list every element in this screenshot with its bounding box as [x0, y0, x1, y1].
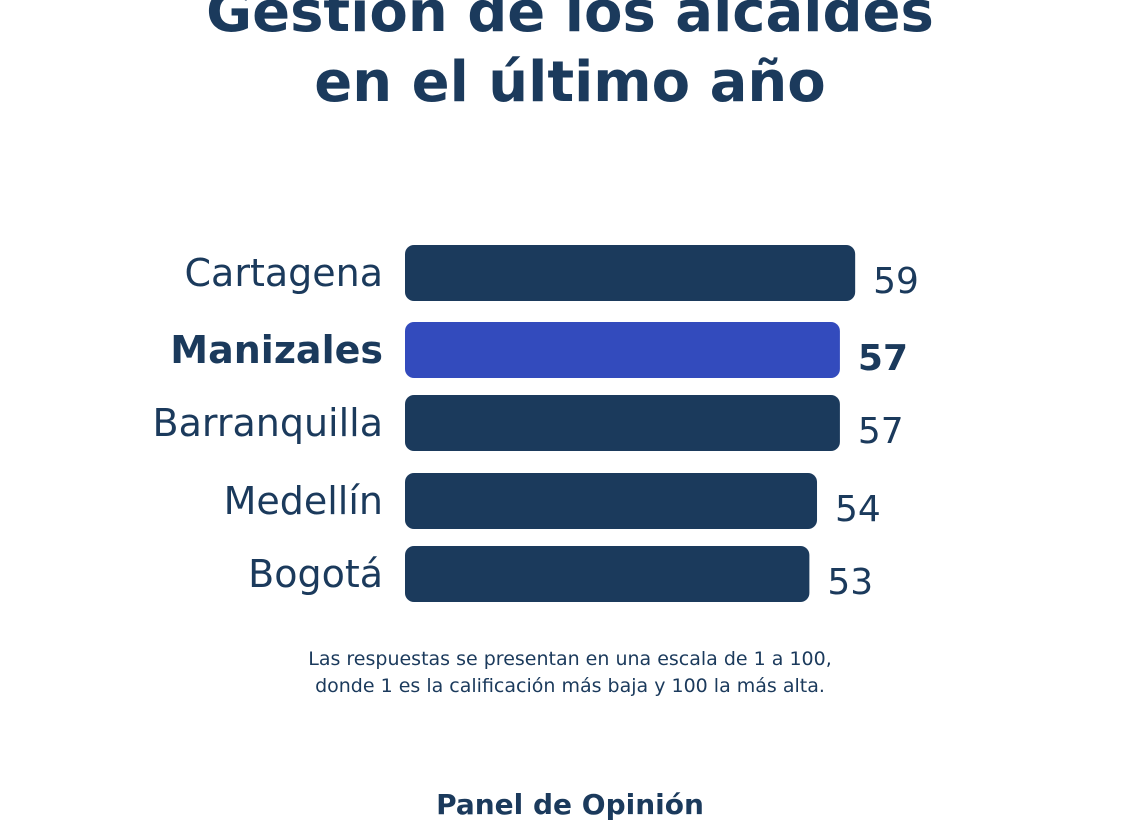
category-label-barranquilla: Barranquilla [153, 401, 383, 445]
value-label-medellin: 54 [835, 489, 881, 530]
category-label-manizales: Manizales [170, 328, 383, 372]
bar-manizales [405, 322, 840, 378]
category-label-bogota: Bogotá [248, 552, 383, 596]
scale-note: Las respuestas se presentan en una escal… [0, 646, 1140, 700]
chart-title-line-1: Gestión de los alcaldes [206, 0, 934, 45]
bar-barranquilla [405, 395, 840, 451]
scale-note-line-2: donde 1 es la calificación más baja y 10… [315, 675, 825, 697]
value-label-cartagena: 59 [873, 261, 919, 302]
chart-title-line-2: en el último año [314, 50, 826, 115]
bar-bogota [405, 546, 810, 602]
value-label-bogota: 53 [827, 562, 873, 603]
scale-note-line-1: Las respuestas se presentan en una escal… [308, 648, 832, 670]
category-label-cartagena: Cartagena [185, 251, 384, 295]
source-label: Panel de Opinión [436, 788, 704, 821]
value-label-manizales: 57 [858, 338, 908, 379]
chart-title: Gestión de los alcaldes en el último año [0, 0, 1140, 118]
bar-medellin [405, 473, 818, 529]
value-label-barranquilla: 57 [858, 411, 904, 452]
category-label-medellin: Medellín [224, 479, 383, 523]
bar-chart: Cartagena 59 Manizales 57 Barranquilla 57 Mede… [153, 245, 919, 603]
bar-cartagena [405, 245, 856, 301]
